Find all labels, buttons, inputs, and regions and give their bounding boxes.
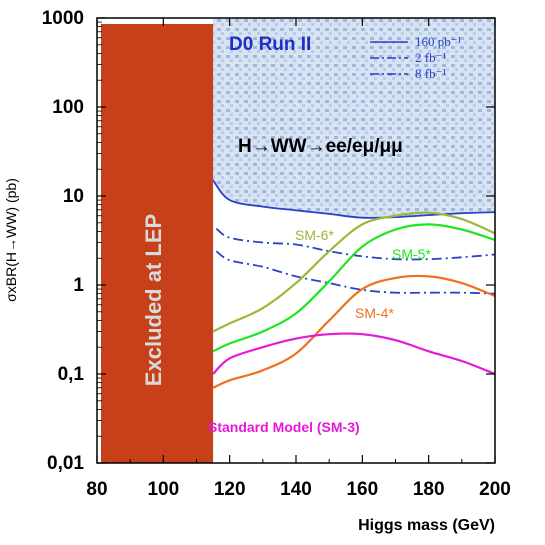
series-label-sm4: SM-4* bbox=[355, 305, 394, 321]
series-line-sm3 bbox=[212, 332, 495, 376]
legend-label: 8 fb⁻¹ bbox=[415, 66, 446, 81]
series-label-sm6: SM-6* bbox=[295, 227, 334, 243]
series-line-sm5 bbox=[212, 223, 495, 353]
series-line-sm4 bbox=[212, 274, 495, 389]
y-tick-label: 10 bbox=[63, 186, 84, 207]
x-tick-label: 200 bbox=[479, 479, 511, 500]
y-tick-label: 0,01 bbox=[47, 453, 84, 474]
x-tick-label: 160 bbox=[346, 479, 378, 500]
legend: 160 pb⁻¹2 fb⁻¹8 fb⁻¹ bbox=[370, 34, 462, 81]
x-tick-label: 80 bbox=[86, 479, 107, 500]
series-line-sm6 bbox=[212, 211, 495, 333]
channel-label: H→WW→ee/eμ/μμ bbox=[238, 136, 403, 157]
plot-area bbox=[101, 18, 495, 463]
x-axis-title: Higgs mass (GeV) bbox=[358, 517, 495, 534]
y-tick-label: 1 bbox=[73, 275, 84, 296]
y-axis-title: σxBR(H→WW) (pb) bbox=[3, 178, 19, 302]
legend-label: 160 pb⁻¹ bbox=[415, 34, 462, 49]
limit-line-2 bbox=[215, 227, 495, 261]
y-tick-label: 1000 bbox=[42, 8, 84, 29]
lep-excluded-region bbox=[101, 24, 214, 463]
legend-label: 2 fb⁻¹ bbox=[415, 50, 446, 65]
y-axis: 0,01 0,1 1 10 100 1000 bbox=[42, 8, 495, 474]
series-label-sm5: SM-5* bbox=[392, 246, 431, 262]
limit-line-3 bbox=[215, 250, 495, 295]
x-tick-label: 180 bbox=[413, 479, 445, 500]
y-tick-label: 100 bbox=[52, 97, 84, 118]
chart-title: D0 Run II bbox=[229, 34, 311, 55]
x-tick-label: 140 bbox=[280, 479, 312, 500]
excluded-band bbox=[213, 18, 495, 218]
x-tick-label: 100 bbox=[147, 479, 179, 500]
lep-excluded-label: Excluded at LEP bbox=[141, 214, 166, 386]
y-tick-label: 0,1 bbox=[58, 364, 85, 385]
x-tick-label: 120 bbox=[214, 479, 246, 500]
series-labels: SM-6* SM-5* SM-4* Standard Model (SM-3) bbox=[208, 227, 431, 435]
x-axis: 80 100 120 140 160 180 200 bbox=[86, 18, 511, 500]
series-label-sm3: Standard Model (SM-3) bbox=[208, 419, 360, 435]
